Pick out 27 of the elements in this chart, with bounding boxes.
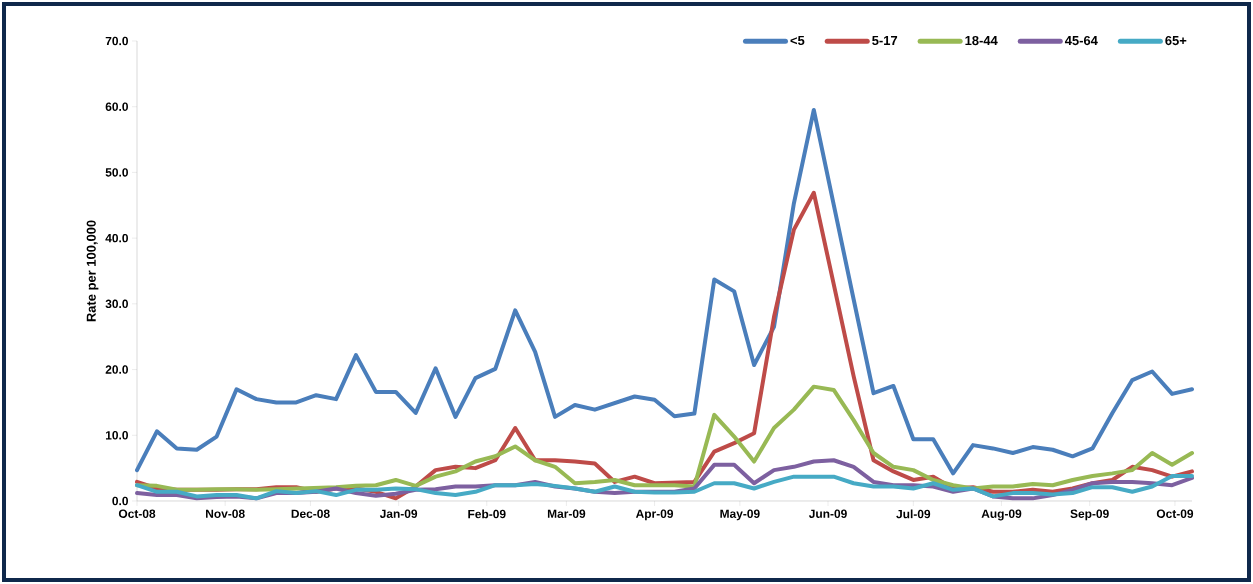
y-tick-label: 50.0: [105, 168, 128, 177]
x-tick-label: Mar-09: [547, 509, 586, 518]
y-axis-title: Rate per 100,000: [86, 220, 99, 322]
x-tick-label: Nov-08: [206, 509, 245, 518]
x-tick-label: Oct-09: [1156, 509, 1194, 518]
legend-label: 45-64: [1064, 35, 1098, 46]
x-tick-label: May-09: [720, 509, 760, 521]
y-tick-label: 0.0: [112, 496, 128, 506]
legend-label: <5: [790, 36, 805, 46]
x-tick-label: Jun-09: [808, 509, 847, 518]
legend-label: 18-44: [965, 35, 998, 46]
x-tick-label: Jan-09: [379, 509, 418, 518]
x-tick-label: Oct-08: [118, 509, 156, 518]
legend-label: 5-17: [872, 36, 898, 46]
y-tick-label: 60.0: [105, 102, 128, 111]
x-tick-label: Dec-08: [291, 509, 330, 518]
x-tick-label: Sep-09: [1070, 509, 1109, 521]
x-tick-label: Feb-09: [468, 509, 506, 519]
y-tick-label: 10.0: [105, 431, 128, 440]
y-tick-label: 30.0: [105, 299, 128, 309]
y-tick-label: 70.0: [105, 36, 128, 46]
x-tick-label: Apr-09: [635, 509, 674, 521]
legend-label: 65+: [1165, 35, 1187, 46]
y-tick-label: 20.0: [105, 365, 128, 374]
x-tick-label: Jul-09: [896, 509, 931, 519]
y-tick-label: 40.0: [105, 233, 128, 243]
x-tick-label: Aug-09: [981, 509, 1022, 521]
